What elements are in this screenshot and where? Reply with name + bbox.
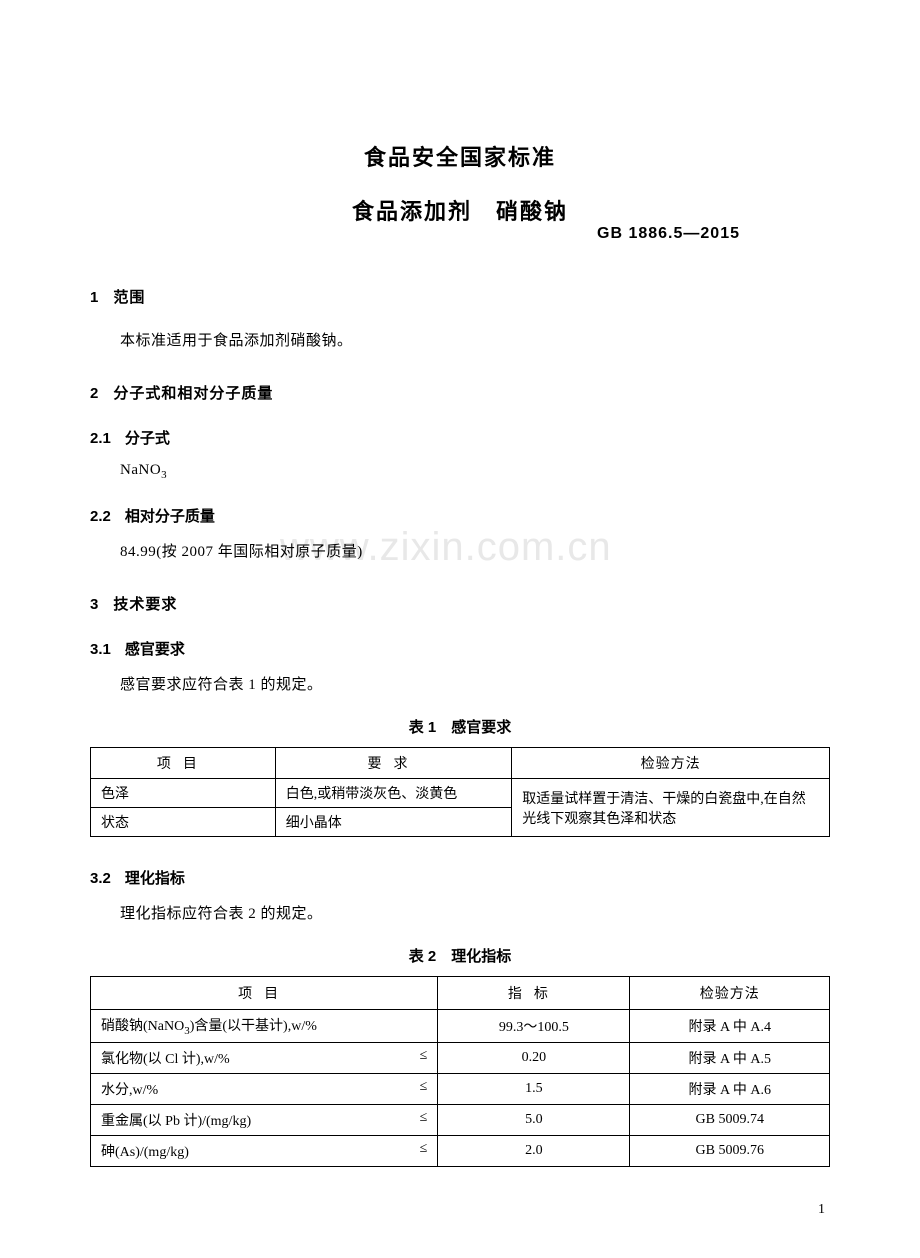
t2-r4-method: GB 5009.74 [630,1104,830,1135]
section-3-num: 3 [90,596,99,613]
section-2-1-title: 分子式 [125,430,170,447]
section-3-heading: 3 技术要求 [90,593,830,614]
table-row: 色泽 白色,或稍带淡灰色、淡黄色 取适量试样置于清洁、干燥的白瓷盘中,在自然光线… [91,779,830,808]
t1-h1: 项目 [91,748,276,779]
t2-r5-method: GB 5009.76 [630,1135,830,1166]
t2-r3-pre: 水分,w/% [101,1083,158,1098]
t2-r2-val: 0.20 [438,1042,630,1073]
t1-r1c2: 白色,或稍带淡灰色、淡黄色 [275,779,511,808]
t2-r2-pre: 氯化物(以 Cl 计),w/% [101,1052,230,1067]
t1-r2c2: 细小晶体 [275,808,511,837]
section-2-2-num: 2.2 [90,508,111,525]
table-1: 项目 要求 检验方法 色泽 白色,或稍带淡灰色、淡黄色 取适量试样置于清洁、干燥… [90,747,830,837]
table-row: 重金属(以 Pb 计)/(mg/kg) ≤ 5.0 GB 5009.74 [91,1104,830,1135]
table-row: 项目 指标 检验方法 [91,977,830,1010]
section-1-text: 本标准适用于食品添加剂硝酸钠。 [90,329,830,350]
t2-r2-leq: ≤ [420,1048,428,1064]
t2-r2-item: 氯化物(以 Cl 计),w/% ≤ [91,1042,438,1073]
section-1-num: 1 [90,289,99,306]
t2-h1: 项目 [91,977,438,1010]
t2-r4-leq: ≤ [420,1110,428,1126]
section-2-num: 2 [90,385,99,402]
section-2-2-title: 相对分子质量 [125,508,215,525]
t2-r2-method: 附录 A 中 A.5 [630,1042,830,1073]
section-1-heading: 1 范围 [90,286,830,307]
t2-r1-method: 附录 A 中 A.4 [630,1010,830,1043]
table-row: 砷(As)/(mg/kg) ≤ 2.0 GB 5009.76 [91,1135,830,1166]
page-number: 1 [818,1202,825,1218]
standard-code: GB 1886.5—2015 [597,225,740,243]
title-sub-left: 食品添加剂 [352,199,472,224]
section-3-2-text: 理化指标应符合表 2 的规定。 [90,902,830,923]
formula-text: NaNO [120,462,161,478]
page-content: GB 1886.5—2015 食品安全国家标准 食品添加剂硝酸钠 1 范围 本标准… [90,140,830,1167]
t2-r1-post: )含量(以干基计),w/% [190,1019,317,1034]
t2-r3-item: 水分,w/% ≤ [91,1073,438,1104]
t2-r4-pre: 重金属(以 Pb 计)/(mg/kg) [101,1114,251,1129]
section-3-1-num: 3.1 [90,641,111,658]
t2-h2: 指标 [438,977,630,1010]
t2-r1-pre: 硝酸钠(NaNO [101,1019,184,1034]
t2-h3: 检验方法 [630,977,830,1010]
section-3-title: 技术要求 [113,596,177,613]
table-2-caption: 表 2 理化指标 [90,945,830,966]
t2-r1-item: 硝酸钠(NaNO3)含量(以干基计),w/% [91,1010,438,1043]
t2-r4-val: 5.0 [438,1104,630,1135]
section-3-2-title: 理化指标 [125,870,185,887]
t1-r1c1: 色泽 [91,779,276,808]
section-2-2-heading: 2.2 相对分子质量 [90,505,830,526]
t1-h3: 检验方法 [512,748,830,779]
section-2-heading: 2 分子式和相对分子质量 [90,382,830,403]
t1-method: 取适量试样置于清洁、干燥的白瓷盘中,在自然光线下观察其色泽和状态 [512,779,830,837]
title-main: 食品安全国家标准 [90,140,830,172]
table-row: 硝酸钠(NaNO3)含量(以干基计),w/% 99.3～100.5 附录 A 中… [91,1010,830,1043]
table-2: 项目 指标 检验方法 硝酸钠(NaNO3)含量(以干基计),w/% 99.3～1… [90,976,830,1167]
t2-r3-method: 附录 A 中 A.6 [630,1073,830,1104]
title-sub-right: 硝酸钠 [496,199,568,224]
table-row: 水分,w/% ≤ 1.5 附录 A 中 A.6 [91,1073,830,1104]
t2-r5-leq: ≤ [420,1141,428,1157]
section-3-1-title: 感官要求 [125,641,185,658]
table-row: 氯化物(以 Cl 计),w/% ≤ 0.20 附录 A 中 A.5 [91,1042,830,1073]
formula-sub: 3 [161,469,167,481]
section-2-1-heading: 2.1 分子式 [90,427,830,448]
t1-h2: 要求 [275,748,511,779]
section-2-1-num: 2.1 [90,430,111,447]
table-1-caption: 表 1 感官要求 [90,716,830,737]
section-2-1-text: NaNO3 [90,462,830,481]
section-2-title: 分子式和相对分子质量 [113,385,273,402]
t2-r5-val: 2.0 [438,1135,630,1166]
t2-r5-pre: 砷(As)/(mg/kg) [101,1145,189,1160]
table-row: 项目 要求 检验方法 [91,748,830,779]
section-3-2-heading: 3.2 理化指标 [90,867,830,888]
section-2-2-text: 84.99(按 2007 年国际相对原子质量) [90,540,830,561]
t2-r5-item: 砷(As)/(mg/kg) ≤ [91,1135,438,1166]
section-3-1-text: 感官要求应符合表 1 的规定。 [90,673,830,694]
section-3-1-heading: 3.1 感官要求 [90,638,830,659]
t2-r3-leq: ≤ [420,1079,428,1095]
t1-r2c1: 状态 [91,808,276,837]
t2-r3-val: 1.5 [438,1073,630,1104]
title-sub: 食品添加剂硝酸钠 [90,194,830,226]
t2-r4-item: 重金属(以 Pb 计)/(mg/kg) ≤ [91,1104,438,1135]
section-1-title: 范围 [113,289,145,306]
section-3-2-num: 3.2 [90,870,111,887]
t2-r1-val: 99.3～100.5 [438,1010,630,1043]
